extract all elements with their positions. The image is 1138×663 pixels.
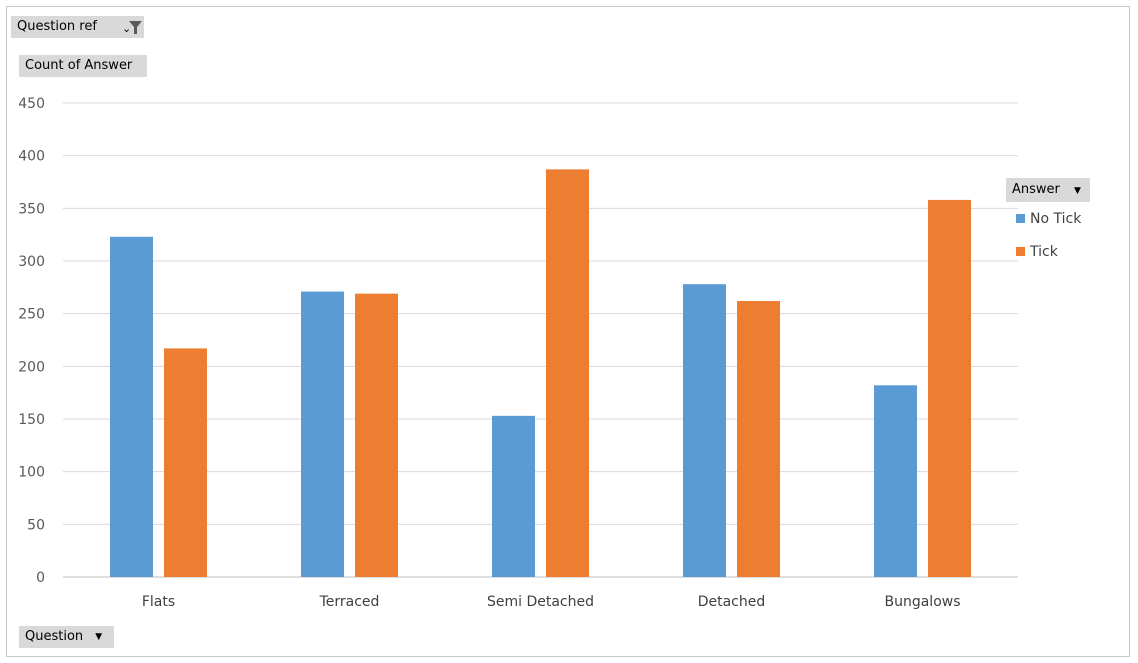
- answer-legend-label: Answer: [1012, 182, 1060, 197]
- y-tick-label: 50: [27, 517, 45, 533]
- x-axis-ticks: Flats Terraced Semi Detached Detached Bungal…: [142, 594, 961, 610]
- bar-no-tick-flats[interactable]: [110, 236, 153, 578]
- bar-no-tick-semi-detached[interactable]: [492, 415, 535, 577]
- question-ref-filter-button[interactable]: Question ref ⌄: [11, 16, 144, 38]
- answer-legend-field-button[interactable]: Answer ▼: [1006, 178, 1090, 202]
- y-tick-label: 200: [18, 359, 45, 375]
- legend-label-no-tick: No Tick: [1030, 211, 1082, 227]
- gridlines: [63, 102, 1018, 578]
- dropdown-arrow-icon: ▼: [95, 632, 103, 642]
- bar-no-tick-detached[interactable]: [683, 284, 726, 577]
- legend-swatch-no-tick: [1016, 214, 1025, 223]
- question-axis-field-button[interactable]: Question ▼: [19, 626, 114, 648]
- count-of-answer-label: Count of Answer: [25, 58, 133, 73]
- bar-tick-semi-detached[interactable]: [546, 169, 589, 578]
- bar-tick-bungalows[interactable]: [928, 199, 971, 577]
- x-tick-label: Detached: [698, 594, 766, 610]
- bar-tick-terraced[interactable]: [355, 293, 398, 577]
- x-tick-label: Flats: [142, 594, 175, 610]
- bar-tick-flats[interactable]: [164, 348, 207, 577]
- y-tick-label: 400: [18, 149, 45, 165]
- y-tick-label: 450: [18, 96, 45, 112]
- y-tick-label: 300: [18, 254, 45, 270]
- y-tick-label: 0: [36, 570, 45, 586]
- x-tick-label: Bungalows: [884, 594, 960, 610]
- legend-swatch-tick: [1016, 247, 1025, 256]
- bar-no-tick-terraced[interactable]: [301, 291, 344, 577]
- question-ref-label: Question ref: [17, 19, 97, 34]
- svg-text:⌄: ⌄: [122, 22, 131, 35]
- bars: [110, 169, 971, 578]
- legend-label-tick: Tick: [1030, 244, 1058, 260]
- count-of-answer-field-button[interactable]: Count of Answer: [19, 55, 147, 77]
- x-tick-label: Semi Detached: [487, 594, 594, 610]
- y-tick-label: 350: [18, 201, 45, 217]
- dropdown-arrow-icon: ▼: [1074, 186, 1081, 196]
- y-tick-label: 100: [18, 465, 45, 481]
- y-tick-label: 150: [18, 412, 45, 428]
- x-tick-label: Terraced: [319, 594, 380, 610]
- y-axis-ticks: 0 50 100 150 200 250 300 350 400 450: [18, 96, 45, 586]
- legend-item-tick: Tick: [1016, 244, 1058, 260]
- question-axis-label: Question: [25, 629, 84, 644]
- legend-item-no-tick: No Tick: [1016, 211, 1081, 227]
- bar-no-tick-bungalows[interactable]: [874, 385, 917, 577]
- filter-icon: ⌄: [122, 16, 144, 46]
- bar-tick-detached[interactable]: [737, 301, 780, 577]
- y-tick-label: 250: [18, 307, 45, 323]
